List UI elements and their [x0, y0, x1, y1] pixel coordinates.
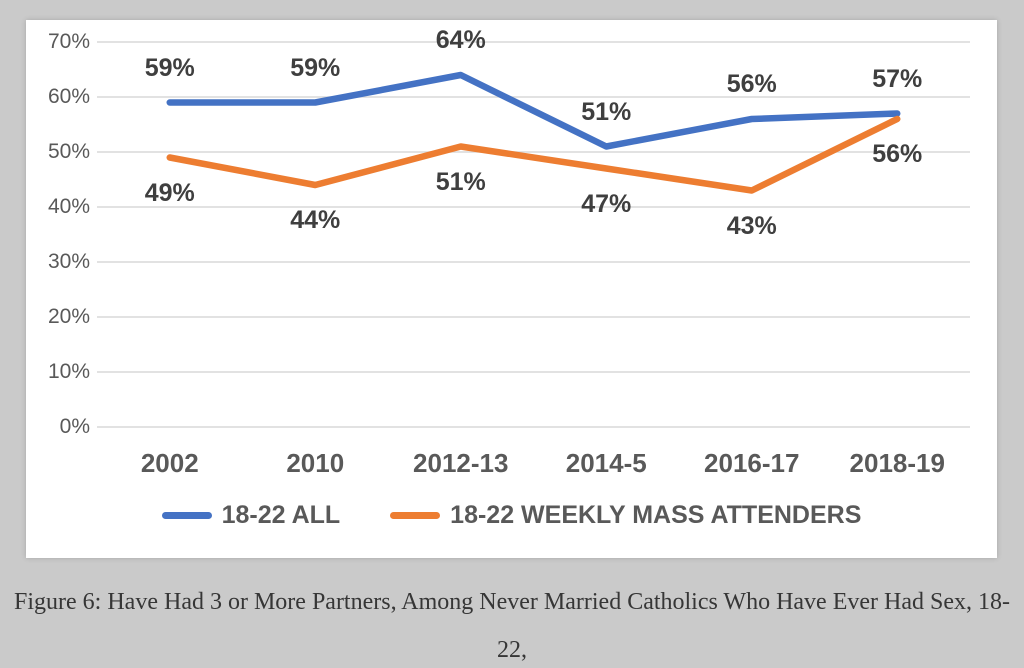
y-tick-label: 10%: [47, 360, 90, 383]
legend-label: 18-22 ALL: [221, 501, 341, 529]
legend-item-18-22-all: 18-22 ALL: [161, 501, 341, 530]
chart-legend: 18-22 ALL 18-22 WEEKLY MASS ATTENDERS: [26, 501, 997, 530]
y-tick-label: 0%: [59, 415, 90, 438]
data-label-18-22-all: 64%: [435, 26, 486, 54]
data-label-18-22-weekly-mass-attenders: 44%: [290, 206, 341, 234]
x-axis-label: 2010: [286, 448, 345, 478]
data-label-18-22-all: 57%: [872, 64, 923, 93]
y-tick-label: 70%: [47, 30, 90, 53]
x-axis-label: 2016-17: [704, 448, 800, 478]
data-label-18-22-all: 59%: [290, 53, 341, 82]
chart-panel: 0% 10% 20% 30% 40% 50% 60% 70% 2002 2010 2012-13 2…: [26, 20, 997, 558]
line-chart-plot: [97, 41, 970, 428]
data-label-18-22-weekly-mass-attenders: 56%: [872, 140, 923, 168]
series-line-18-22-weekly-mass-attenders: [166, 115, 901, 194]
data-label-18-22-all: 59%: [144, 53, 195, 82]
figure-caption: Figure 6: Have Had 3 or More Partners, A…: [0, 578, 1024, 668]
series-line-18-22-all: [166, 71, 901, 150]
data-label-18-22-all: 51%: [581, 97, 632, 126]
data-label-18-22-weekly-mass-attenders: 51%: [435, 167, 486, 196]
legend-label: 18-22 WEEKLY MASS ATTENDERS: [450, 501, 862, 529]
data-label-18-22-weekly-mass-attenders: 49%: [144, 178, 195, 207]
y-tick-label: 30%: [47, 250, 90, 273]
caption-line-1: Figure 6: Have Had 3 or More Partners, A…: [14, 589, 1010, 663]
data-label-18-22-weekly-mass-attenders: 47%: [581, 189, 632, 218]
legend-item-18-22-weekly-mass-attenders: 18-22 WEEKLY MASS ATTENDERS: [390, 501, 861, 530]
y-tick-label: 20%: [47, 305, 90, 328]
x-axis-label: 2018-19: [849, 448, 945, 478]
y-tick-label: 60%: [47, 85, 90, 108]
x-axis-label: 2012-13: [413, 448, 509, 478]
legend-line-swatch-icon: [390, 512, 441, 519]
legend-line-swatch-icon: [161, 512, 212, 519]
y-tick-label: 40%: [47, 195, 90, 218]
data-label-18-22-weekly-mass-attenders: 43%: [726, 211, 777, 240]
x-axis-label: 2002: [140, 448, 199, 478]
y-tick-label: 50%: [47, 140, 90, 163]
x-axis-label: 2014-5: [565, 448, 647, 478]
data-label-18-22-all: 56%: [726, 70, 777, 98]
